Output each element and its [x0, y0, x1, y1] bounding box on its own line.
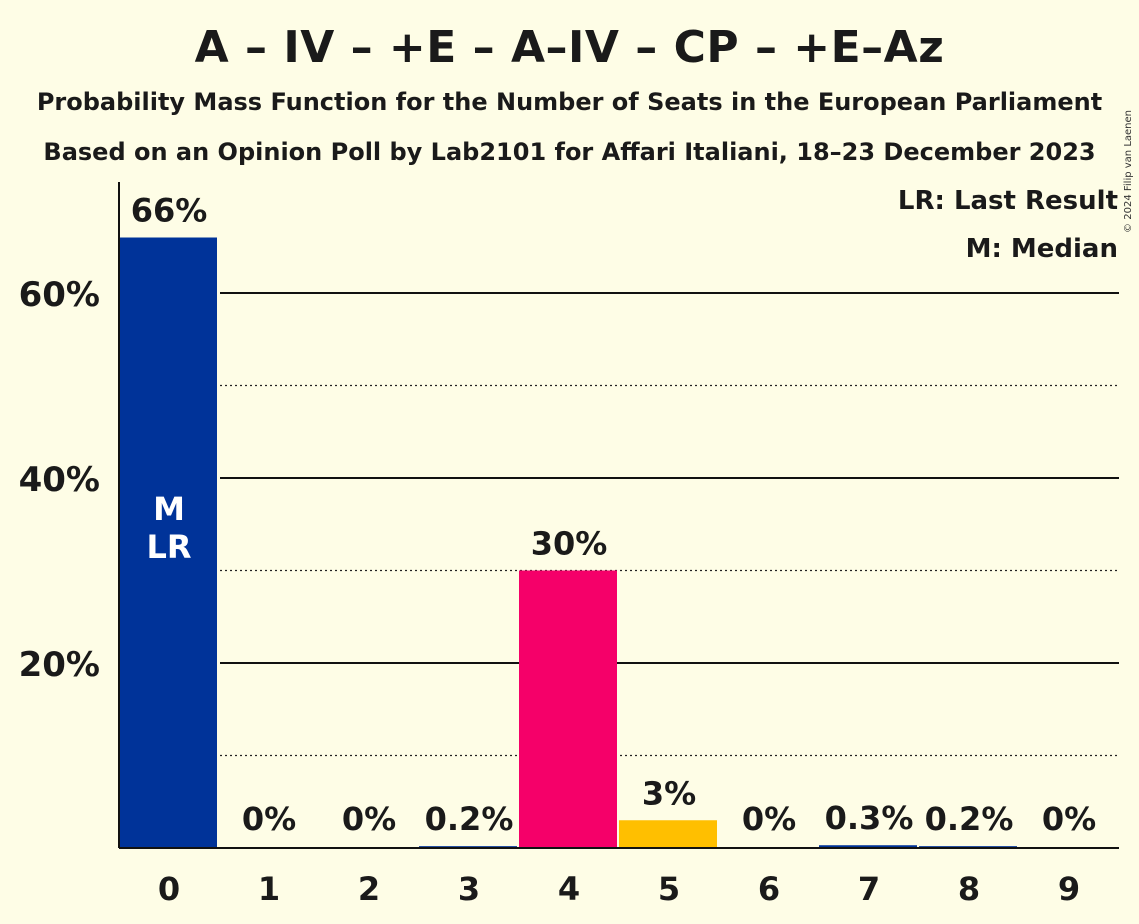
x-tick-label-4: 4 [558, 870, 580, 908]
data-label-3: 0.2% [425, 800, 514, 838]
x-tick-label-6: 6 [758, 870, 780, 908]
data-label-8: 0.2% [925, 800, 1014, 838]
x-tick-label-7: 7 [858, 870, 880, 908]
chart-source: Based on an Opinion Poll by Lab2101 for … [43, 138, 1096, 166]
data-label-0: 66% [131, 192, 208, 230]
y-tick-label-40: 40% [19, 460, 100, 500]
data-label-9: 0% [1042, 800, 1096, 838]
x-tick-label-8: 8 [958, 870, 980, 908]
bar-seats-7 [819, 845, 917, 848]
x-tick-label-0: 0 [158, 870, 180, 908]
bar-seats-0 [119, 237, 217, 848]
bar-seats-4 [519, 570, 617, 848]
data-label-7: 0.3% [825, 799, 914, 837]
data-label-4: 30% [531, 525, 608, 563]
data-label-6: 0% [742, 800, 796, 838]
x-tick-label-2: 2 [358, 870, 380, 908]
chart-subtitle: Probability Mass Function for the Number… [36, 88, 1103, 116]
y-tick-label-20: 20% [19, 645, 100, 685]
x-tick-label-5: 5 [658, 870, 680, 908]
data-label-2: 0% [342, 800, 396, 838]
legend-entry-1: M: Median [966, 234, 1118, 264]
y-tick-label-60: 60% [19, 275, 100, 315]
x-tick-label-9: 9 [1058, 870, 1080, 908]
x-tick-label-3: 3 [458, 870, 480, 908]
median-marker: M [153, 490, 185, 528]
data-label-1: 0% [242, 800, 296, 838]
data-label-5: 3% [642, 774, 696, 812]
bar-seats-5 [619, 820, 717, 848]
x-tick-label-1: 1 [258, 870, 280, 908]
chart-title: A – IV – +E – A–IV – CP – +E–Az [194, 22, 945, 73]
last-result-marker: LR [146, 528, 191, 566]
legend-entry-0: LR: Last Result [898, 186, 1118, 216]
